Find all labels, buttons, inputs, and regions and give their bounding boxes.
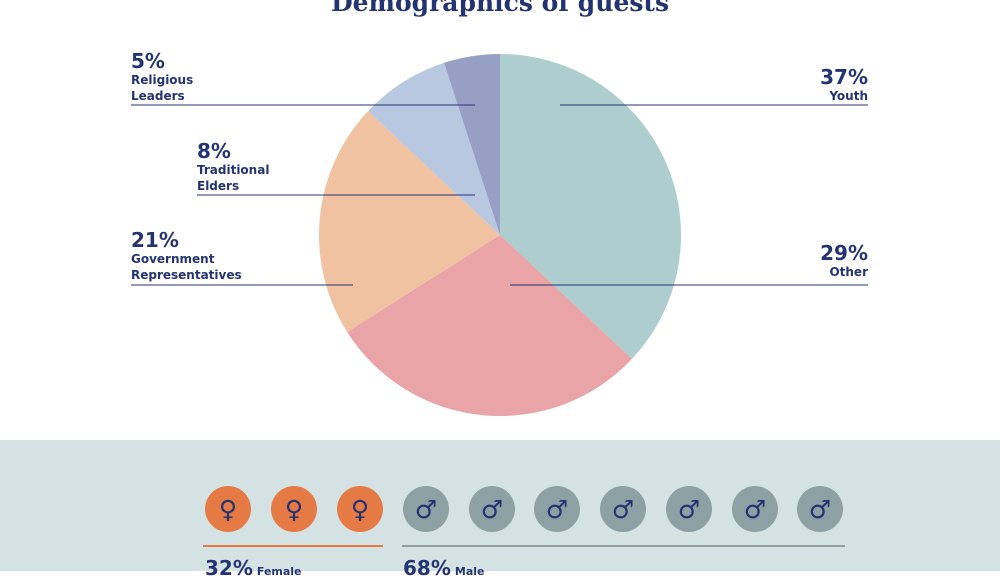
slice-percent: 37% bbox=[820, 65, 868, 89]
pie-slice-traditional-elders bbox=[368, 62, 500, 236]
female-symbol-icon: ♀ bbox=[271, 486, 317, 532]
female-percent: 32% bbox=[205, 556, 253, 580]
slice-percent: 21% bbox=[131, 228, 179, 252]
male-symbol-icon: ♂ bbox=[469, 486, 515, 532]
pie-slice-government-representatives bbox=[319, 111, 500, 332]
male-symbol-icon: ♂ bbox=[534, 486, 580, 532]
slice-label-youth: 37% Youth bbox=[768, 66, 868, 104]
female-label: 32% Female bbox=[205, 556, 302, 580]
male-rule bbox=[402, 545, 845, 547]
slice-label-government-representatives: 21% Government Representatives bbox=[131, 229, 242, 283]
male-symbol-icon: ♂ bbox=[797, 486, 843, 532]
slice-percent: 8% bbox=[197, 139, 231, 163]
pie-slice-religious-leaders bbox=[444, 54, 500, 235]
male-label: 68% Male bbox=[403, 556, 484, 580]
female-symbol-icon: ♀ bbox=[205, 486, 251, 532]
male-percent: 68% bbox=[403, 556, 451, 580]
pie-slice-other bbox=[347, 235, 632, 416]
pie-chart bbox=[131, 54, 868, 416]
slice-name: Traditional Elders bbox=[197, 163, 270, 193]
male-symbol-icon: ♂ bbox=[732, 486, 778, 532]
male-name: Male bbox=[454, 565, 485, 578]
slice-name: Other bbox=[829, 265, 868, 279]
slice-name: Religious Leaders bbox=[131, 73, 194, 103]
slice-label-other: 29% Other bbox=[768, 242, 868, 280]
slice-label-traditional-elders: 8% Traditional Elders bbox=[197, 140, 269, 194]
slice-label-religious-leaders: 5% Religious Leaders bbox=[131, 50, 193, 104]
gender-panel: ♀ ♀ ♀ ♂ ♂ ♂ ♂ ♂ ♂ ♂ 32% Female 68% Male bbox=[0, 440, 1000, 580]
slice-percent: 5% bbox=[131, 49, 165, 73]
female-symbol-icon: ♀ bbox=[337, 486, 383, 532]
male-symbol-icon: ♂ bbox=[666, 486, 712, 532]
slice-name: Government Representatives bbox=[131, 252, 242, 282]
female-name: Female bbox=[256, 565, 302, 578]
male-symbol-icon: ♂ bbox=[403, 486, 449, 532]
male-symbol-icon: ♂ bbox=[600, 486, 646, 532]
female-rule bbox=[203, 545, 383, 547]
slice-name: Youth bbox=[829, 89, 868, 103]
chart-title: Demographics of guests bbox=[330, 0, 670, 17]
slice-percent: 29% bbox=[820, 241, 868, 265]
pie-slice-youth bbox=[500, 54, 681, 359]
